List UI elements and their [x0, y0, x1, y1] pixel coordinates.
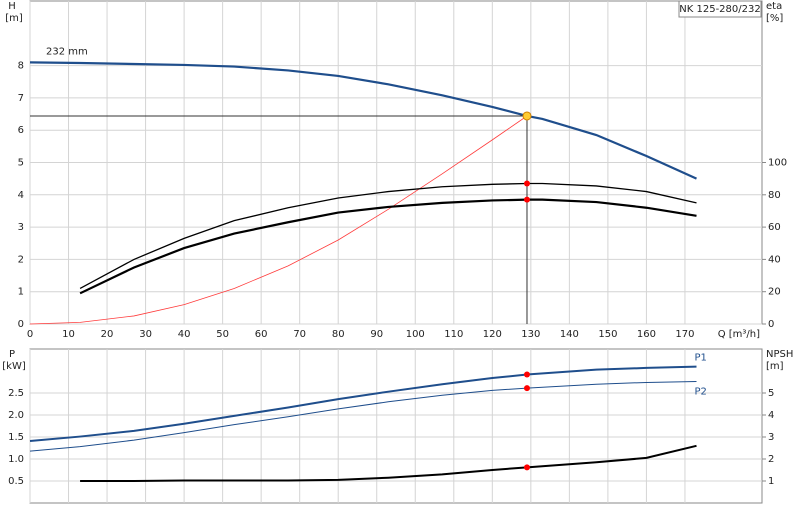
x-tick-label: 20: [101, 329, 114, 340]
title-box: [678, 0, 762, 18]
y2-axis-unit: [m]: [766, 361, 784, 372]
x-tick-label: 110: [444, 329, 463, 340]
x-tick-label: 50: [216, 329, 229, 340]
y2-tick-label: 100: [768, 158, 787, 169]
y-tick-label: 3: [18, 222, 24, 233]
y-tick-label: 5: [18, 158, 24, 169]
x-tick-label: 0: [27, 329, 33, 340]
x-tick-label: 10: [62, 329, 75, 340]
y-tick-label: 2.5: [8, 388, 24, 399]
x-tick-label: 90: [370, 329, 383, 340]
x-tick-label: 120: [483, 329, 502, 340]
y-tick-label: 2: [18, 254, 24, 265]
legend-label: P2: [695, 387, 707, 398]
x-tick-label: 150: [598, 329, 617, 340]
duty-marker: [523, 464, 530, 471]
curve: [79, 198, 697, 295]
y2-tick-label: 2: [768, 454, 774, 465]
curve: [29, 61, 697, 180]
x-tick-label: 80: [332, 329, 345, 340]
y2-tick-label: 0: [768, 319, 774, 330]
legend-label: P1: [695, 353, 707, 364]
y2-axis-label: NPSH: [766, 349, 793, 360]
y-tick-label: 4: [18, 190, 24, 201]
y2-axis-unit: [%]: [766, 13, 783, 24]
curve: [80, 444, 697, 482]
x-tick-label: 70: [293, 329, 306, 340]
y-tick-label: 6: [18, 125, 24, 136]
x-tick-label: 170: [675, 329, 694, 340]
curve: [29, 381, 697, 452]
x-tick-label: 60: [255, 329, 268, 340]
y-axis-unit: [m]: [5, 13, 23, 24]
x-tick-label: 140: [560, 329, 579, 340]
x-tick-label: 30: [139, 329, 152, 340]
y2-tick-label: 80: [768, 190, 781, 201]
curve: [79, 182, 697, 290]
y2-tick-label: 60: [768, 222, 781, 233]
y-tick-label: 1.5: [8, 432, 24, 443]
y-tick-label: 8: [18, 61, 24, 72]
x-tick-label: 160: [637, 329, 656, 340]
y-axis-unit: [kW]: [2, 361, 26, 372]
y2-tick-label: 1: [768, 476, 774, 487]
curve: [29, 365, 697, 442]
y-tick-label: 0.5: [8, 476, 24, 487]
y-tick-label: 7: [18, 93, 24, 104]
y2-tick-label: 20: [768, 287, 781, 298]
plot-frame: [29, 348, 763, 504]
y2-tick-label: 40: [768, 254, 781, 265]
y-tick-label: 0: [18, 319, 24, 330]
y-tick-label: 2.0: [8, 410, 24, 421]
x-axis-label: Q [m³/h]: [718, 329, 760, 340]
duty-marker: [522, 111, 532, 121]
y2-axis-label: eta: [766, 1, 782, 12]
y-axis-label: H: [8, 1, 16, 12]
annotation: 232 mm: [46, 46, 88, 57]
curve: [29, 115, 528, 325]
chart-title: NK 125-280/232: [679, 4, 760, 15]
y-axis-label: P: [9, 349, 15, 360]
duty-marker: [523, 371, 530, 378]
y-tick-label: 1: [18, 287, 24, 298]
x-tick-label: 130: [521, 329, 540, 340]
x-tick-label: 40: [178, 329, 191, 340]
y-tick-label: 1.0: [8, 454, 24, 465]
duty-marker: [523, 180, 530, 187]
y2-tick-label: 4: [768, 410, 774, 421]
y2-tick-label: 5: [768, 388, 774, 399]
duty-marker: [523, 385, 530, 392]
y2-tick-label: 3: [768, 432, 774, 443]
duty-marker: [523, 196, 530, 203]
x-tick-label: 100: [406, 329, 425, 340]
